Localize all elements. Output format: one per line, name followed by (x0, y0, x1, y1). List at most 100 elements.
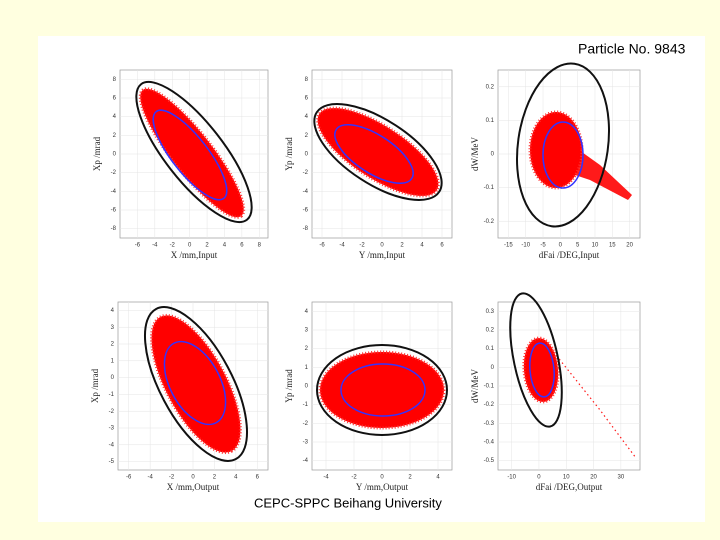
beam-tail (547, 344, 637, 459)
y-tick-label: 1 (305, 365, 309, 371)
y-tick-label: 3 (305, 328, 309, 334)
x-tick-label: -6 (135, 243, 141, 249)
x-tick-label: 5 (576, 243, 580, 249)
y-tick-label: -0.2 (484, 402, 495, 408)
rms-envelope (143, 306, 249, 462)
y-tick-label: -6 (111, 208, 117, 214)
x-axis-label: Y /mm,Input (359, 250, 406, 260)
x-tick-label: 0 (380, 475, 384, 481)
y-tick-label: 8 (113, 77, 117, 83)
x-tick-label: -6 (319, 243, 325, 249)
y-tick-label: -3 (303, 440, 309, 446)
x-tick-label: -4 (147, 475, 153, 481)
rms-envelope (135, 80, 253, 224)
y-tick-label: 4 (305, 114, 309, 120)
y-tick-label: -1 (109, 392, 115, 398)
x-tick-label: 4 (420, 243, 424, 249)
x-axis-label: X /mm,Input (171, 250, 218, 260)
y-tick-label: 2 (305, 346, 309, 352)
y-tick-label: -4 (109, 442, 115, 448)
y-tick-label: -0.2 (484, 219, 495, 225)
x-axis-label: dFai /DEG,Input (539, 250, 600, 260)
beam-cloud (522, 336, 560, 404)
y-tick-label: 1 (111, 358, 115, 364)
y-tick-label: -0.5 (484, 458, 495, 464)
y-tick-label: -2 (109, 409, 115, 415)
beam-cloud (138, 87, 246, 219)
beam-cloud (150, 313, 242, 455)
x-tick-label: 30 (618, 475, 625, 481)
x-tick-label: -10 (507, 475, 516, 481)
beam-cloud (316, 106, 440, 198)
x-tick-label: -4 (339, 243, 345, 249)
y-tick-label: 0 (111, 375, 115, 381)
x-tick-label: 2 (213, 475, 217, 481)
x-tick-label: 4 (223, 243, 227, 249)
rms-ellipse (334, 124, 414, 184)
x-tick-label: -4 (323, 475, 329, 481)
y-axis-label: Yp /mrad (284, 137, 294, 171)
y-tick-label: 4 (113, 114, 117, 120)
x-tick-label: -15 (504, 243, 513, 249)
x-tick-label: 2 (205, 243, 209, 249)
y-tick-label: 0.2 (486, 328, 495, 334)
y-tick-label: -6 (303, 208, 309, 214)
y-tick-label: 4 (111, 308, 115, 314)
y-tick-label: 0.1 (486, 346, 495, 352)
beam-cloud (528, 110, 584, 190)
x-tick-label: 8 (258, 243, 262, 249)
y-tick-label: -5 (109, 459, 115, 465)
y-tick-label: 4 (305, 309, 309, 315)
footer: CEPC-SPPC Beihang University (254, 495, 442, 510)
y-tick-label: 6 (113, 96, 117, 102)
y-tick-label: 2 (111, 342, 115, 348)
x-tick-label: 2 (400, 243, 404, 249)
x-tick-label: -5 (540, 243, 546, 249)
x-tick-label: 2 (408, 475, 412, 481)
x-tick-label: 6 (256, 475, 260, 481)
y-tick-label: 8 (305, 77, 309, 83)
y-tick-label: 0 (491, 152, 495, 158)
y-tick-label: 2 (113, 133, 117, 139)
x-tick-label: -10 (521, 243, 530, 249)
rms-envelope (509, 292, 563, 428)
y-tick-label: -2 (111, 170, 117, 176)
x-axis-label: X /mm,Output (167, 482, 220, 492)
x-tick-label: 4 (234, 475, 238, 481)
rms-ellipse (163, 340, 227, 426)
y-tick-label: -4 (303, 189, 309, 195)
y-tick-label: -0.3 (484, 421, 495, 427)
y-axis-label: Xp /mrad (92, 136, 102, 171)
y-tick-label: 3 (111, 325, 115, 331)
y-tick-label: -0.1 (484, 185, 495, 191)
x-tick-label: 10 (592, 243, 599, 249)
rms-ellipse (542, 121, 584, 189)
slide-title: Particle No. 9843 (578, 41, 686, 57)
y-tick-label: 0.1 (486, 118, 495, 124)
x-tick-label: -4 (152, 243, 158, 249)
rms-envelope (313, 103, 443, 201)
x-tick-label: 4 (436, 475, 440, 481)
x-tick-label: 0 (559, 243, 563, 249)
y-tick-label: -8 (303, 226, 309, 232)
y-tick-label: -2 (303, 170, 309, 176)
x-axis-label: dFai /DEG,Output (536, 482, 603, 492)
x-tick-label: 20 (590, 475, 597, 481)
y-tick-label: 0 (305, 152, 309, 158)
y-tick-label: 6 (305, 96, 309, 102)
y-axis-label: Xp /mrad (90, 368, 100, 403)
x-tick-label: 0 (380, 243, 384, 249)
rms-envelope (316, 344, 448, 436)
x-tick-label: -2 (170, 243, 176, 249)
x-tick-label: 10 (563, 475, 570, 481)
x-tick-label: -2 (169, 475, 175, 481)
x-tick-label: 0 (537, 475, 541, 481)
y-tick-label: -0.1 (484, 384, 495, 390)
rms-envelope (515, 62, 611, 228)
y-tick-label: 0 (113, 152, 117, 158)
x-tick-label: -6 (126, 475, 132, 481)
x-tick-label: 6 (240, 243, 244, 249)
y-tick-label: -1 (303, 402, 309, 408)
